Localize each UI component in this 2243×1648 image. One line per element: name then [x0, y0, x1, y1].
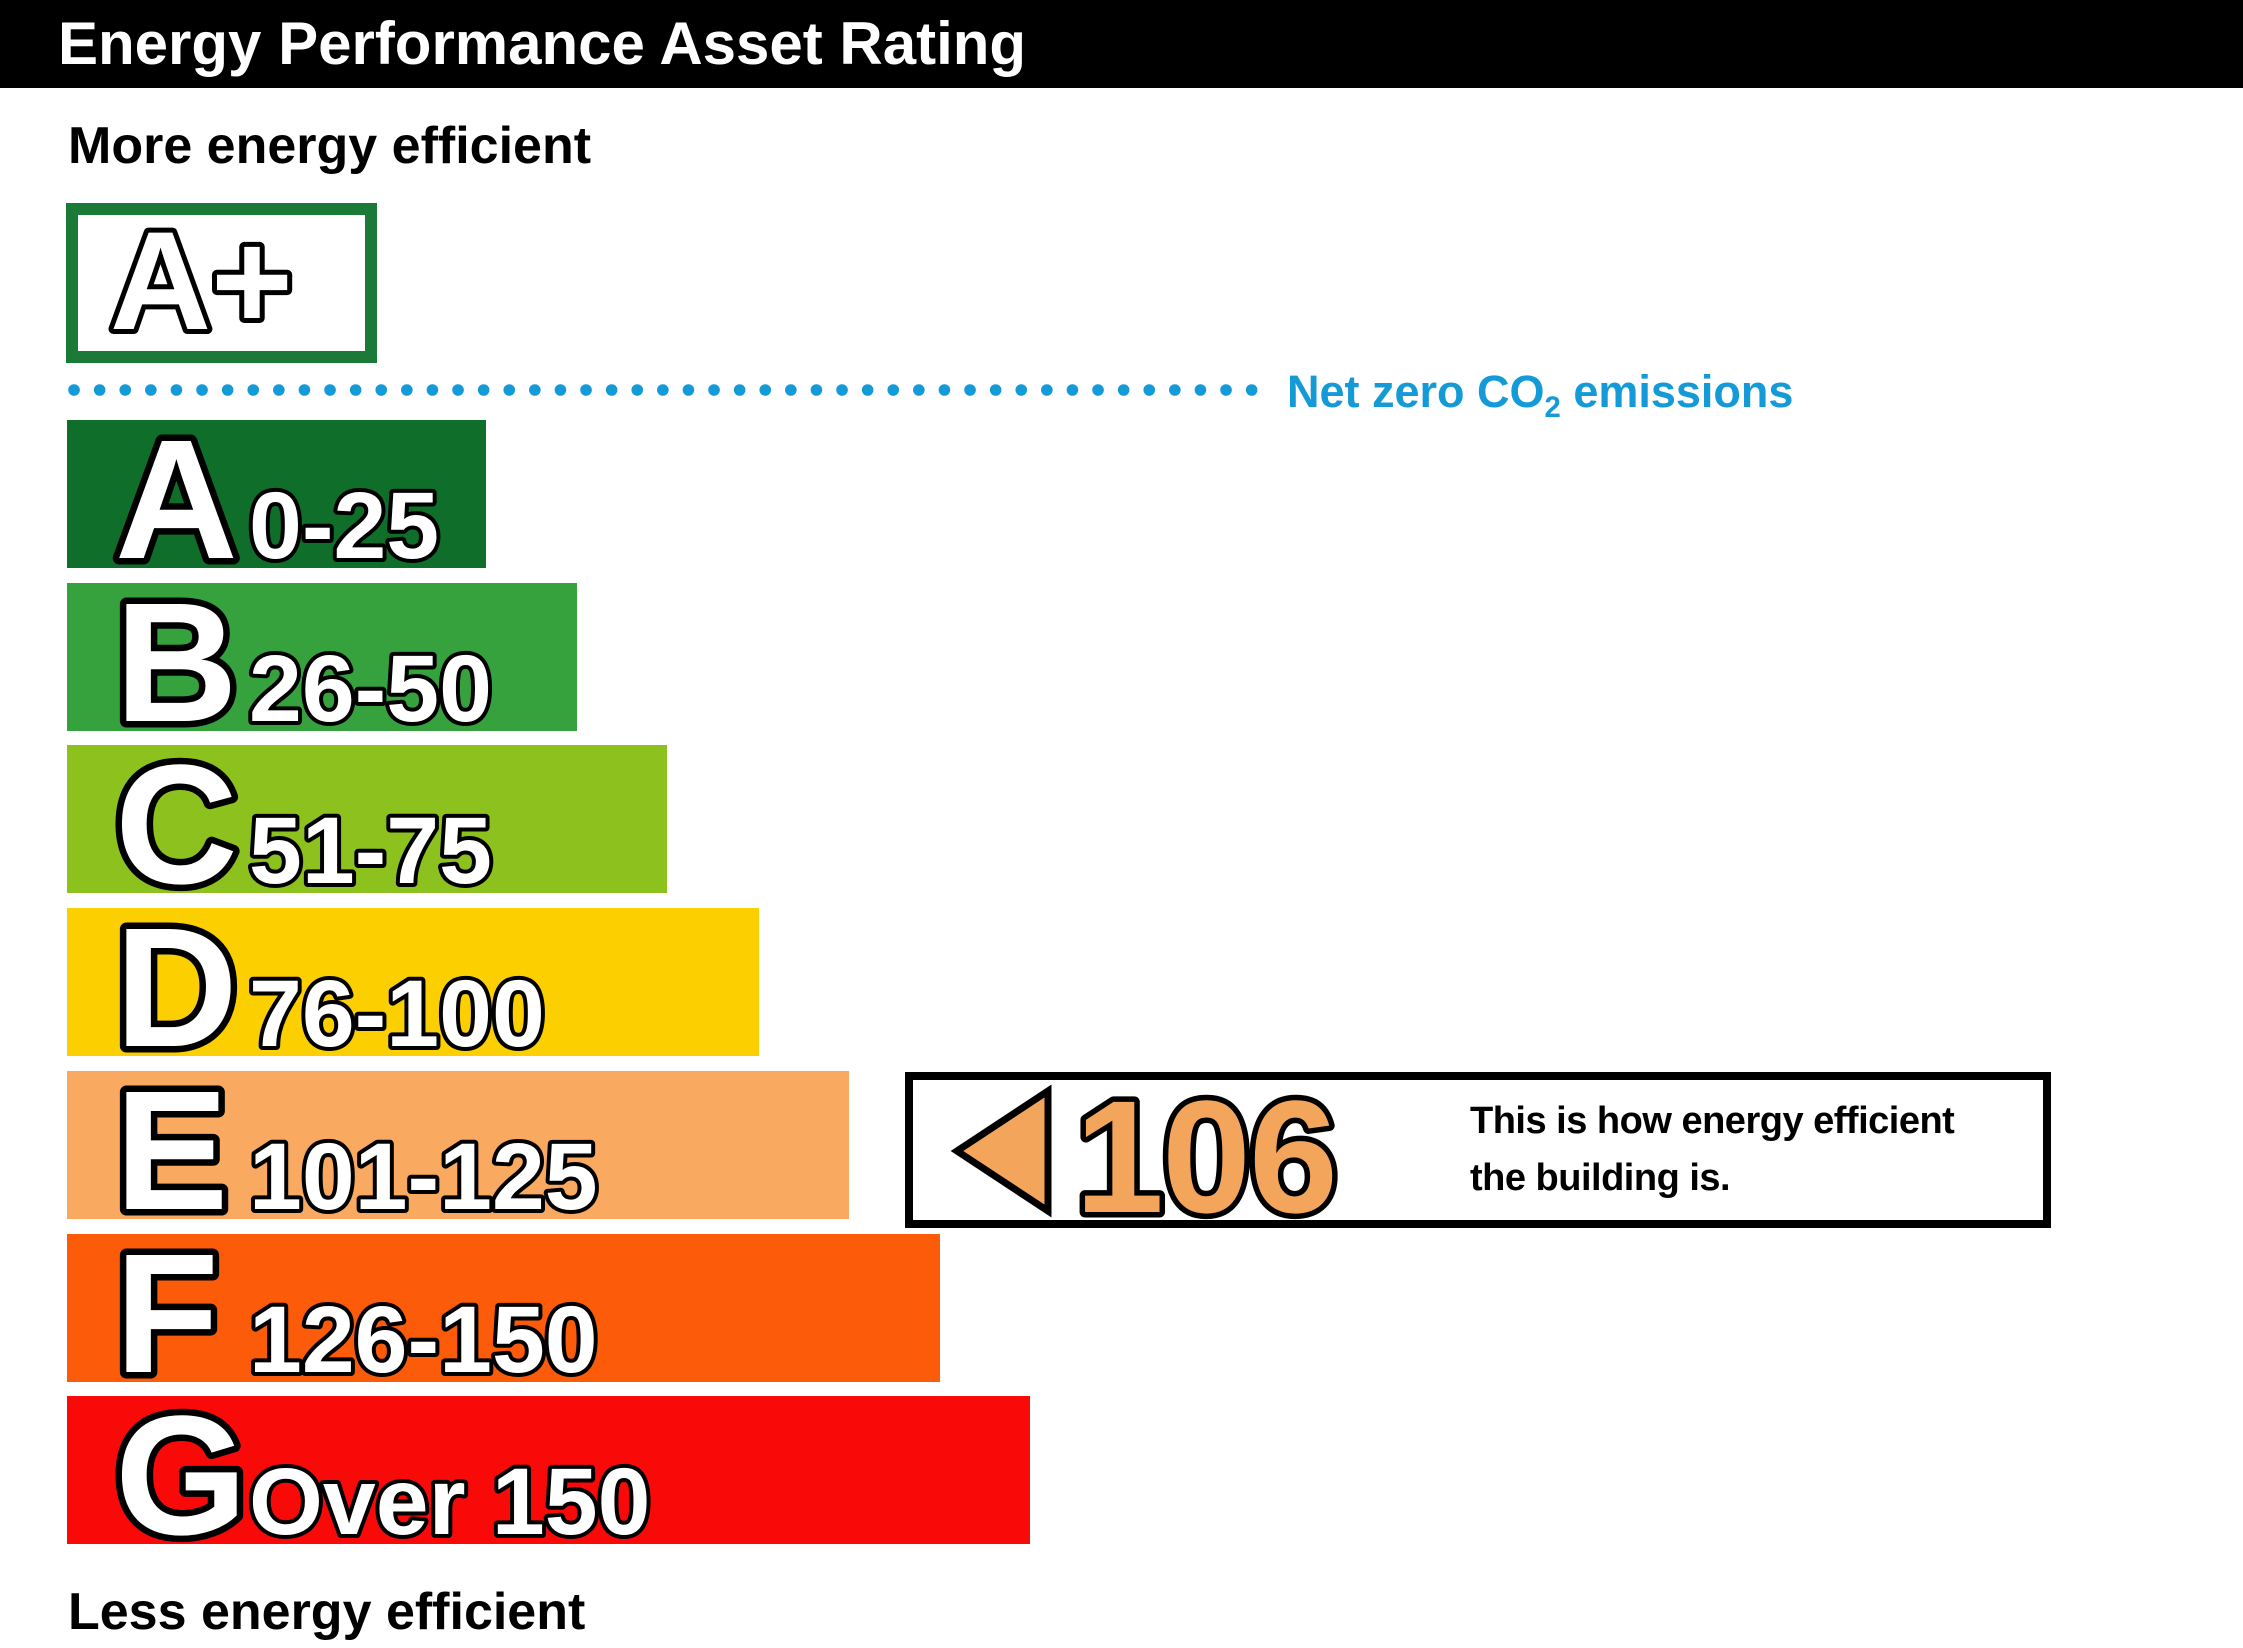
rating-note-line2: the building is.	[1470, 1157, 1731, 1199]
band-aplus-box: A+	[66, 197, 377, 364]
rating-note: This is how energy efficient the buildin…	[1470, 1093, 1955, 1207]
band-letter: A	[115, 405, 238, 595]
band-range: Over 150	[249, 1449, 650, 1555]
more-efficient-label: More energy efficient	[68, 117, 592, 175]
band-range: 26-50	[249, 636, 492, 742]
band-letter: B	[115, 568, 238, 758]
band-letter: E	[115, 1056, 228, 1246]
rating-value: 106	[1075, 1067, 1336, 1246]
rating-note-line1: This is how energy efficient	[1470, 1100, 1955, 1142]
net-zero-dotted-line	[68, 384, 1264, 396]
band-range: 101-125	[249, 1124, 598, 1230]
title-bar: Energy Performance Asset Rating	[0, 0, 2243, 88]
band-range: 76-100	[249, 961, 545, 1067]
aplus-letter-graphic: A+	[105, 197, 298, 364]
net-zero-text-suffix: emissions	[1560, 366, 1794, 417]
aplus-letter: A+	[110, 202, 293, 359]
band-range: 51-75	[249, 798, 492, 904]
band-range: 126-150	[249, 1287, 598, 1393]
page-title: Energy Performance Asset Rating	[58, 10, 1027, 77]
net-zero-text-prefix: Net zero CO	[1287, 366, 1545, 417]
band-row-e: E 101-125	[67, 1050, 849, 1253]
band-row-d: D 76-100	[67, 887, 759, 1090]
current-rating-indicator: 106 This is how energy efficient the bui…	[905, 1062, 2051, 1252]
band-letter: D	[115, 893, 238, 1083]
band-row-f: F 126-150	[67, 1213, 940, 1416]
band-letter: F	[115, 1219, 219, 1409]
band-range: 0-25	[249, 473, 439, 579]
less-efficient-label: Less energy efficient	[68, 1583, 586, 1641]
rating-graphic: 106	[950, 1062, 1343, 1252]
band-letter: C	[115, 730, 238, 920]
net-zero-label: Net zero CO2 emissions	[1287, 366, 1793, 425]
band-row-g: G Over 150	[67, 1375, 1030, 1578]
band-row-b: B 26-50	[67, 562, 577, 765]
net-zero-subscript: 2	[1544, 392, 1561, 424]
band-row-c: C 51-75	[67, 724, 667, 927]
band-row-a: A 0-25	[67, 399, 486, 602]
left-arrow-icon	[950, 1084, 1052, 1218]
band-letter: G	[115, 1381, 247, 1571]
